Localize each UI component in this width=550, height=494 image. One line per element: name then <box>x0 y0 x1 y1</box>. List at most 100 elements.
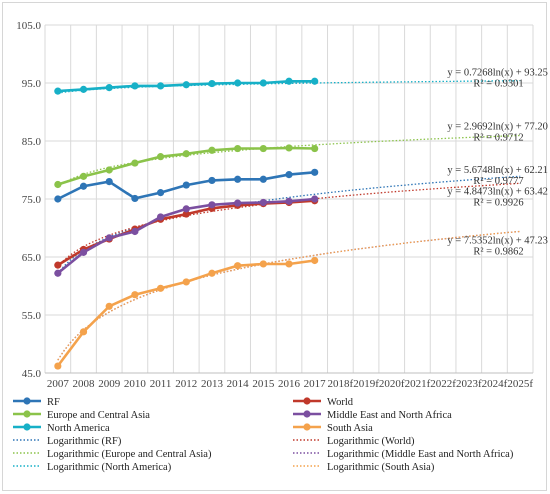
data-point <box>54 362 62 370</box>
trend-r-squared: R² = 0.9301 <box>473 78 523 89</box>
data-point <box>156 284 165 292</box>
data-point <box>234 199 242 207</box>
legend-item: World <box>293 397 354 408</box>
data-point <box>285 171 293 179</box>
x-tick-label: 2013 <box>201 378 224 390</box>
data-point <box>131 291 139 299</box>
data-point <box>259 198 267 207</box>
data-point <box>79 328 88 336</box>
legend-label: RF <box>47 397 60 408</box>
trendline <box>57 134 521 187</box>
data-point <box>182 181 190 189</box>
data-point <box>285 77 293 85</box>
trendline <box>57 230 521 361</box>
data-point <box>182 205 190 213</box>
y-tick-label: 45.0 <box>22 368 42 380</box>
data-point <box>234 144 242 153</box>
data-point <box>234 262 242 270</box>
data-point <box>208 201 216 209</box>
data-point <box>79 182 88 190</box>
data-point <box>311 77 319 85</box>
trend-equation: y = 0.7268ln(x) + 93.254 <box>447 67 548 78</box>
x-tick-label: 2020f <box>379 378 405 390</box>
data-point <box>156 213 165 221</box>
legend-marker <box>303 397 311 405</box>
trend-r-squared: R² = 0.9777 <box>473 176 523 187</box>
x-tick-label: 2014 <box>227 378 250 390</box>
trend-equation: y = 2.9692ln(x) + 77.202 <box>447 121 548 132</box>
legend-label: Logarithmic (South Asia) <box>327 462 435 473</box>
data-point <box>156 153 165 161</box>
data-point <box>208 79 216 88</box>
legend-item: Logarithmic (South Asia) <box>293 462 435 473</box>
data-point <box>259 175 267 183</box>
legend-label: North America <box>47 423 110 434</box>
data-point <box>208 146 216 154</box>
data-point <box>105 84 113 92</box>
series <box>54 77 319 95</box>
x-tick-label: 2021f <box>405 378 431 390</box>
legend-marker <box>303 423 311 431</box>
series <box>54 256 319 370</box>
data-point <box>259 260 267 268</box>
legend-item: Logarithmic (RF) <box>13 436 122 447</box>
legend-marker <box>23 397 31 405</box>
series <box>54 195 319 277</box>
trend-equation: y = 7.5352ln(x) + 47.23 <box>447 236 548 247</box>
data-point <box>182 210 190 218</box>
y-tick-label: 55.0 <box>22 310 42 322</box>
data-point <box>54 261 62 269</box>
legend-item: Middle East and North Africa <box>293 410 452 421</box>
data-point <box>182 150 190 158</box>
trend-equation: y = 5.6748ln(x) + 62.211 <box>447 165 548 176</box>
legend-label: Logarithmic (Middle East and North Afric… <box>327 449 514 460</box>
data-point <box>285 260 293 268</box>
x-tick-label: 2012 <box>175 378 197 390</box>
legend-label: Logarithmic (North America) <box>47 462 172 473</box>
x-tick-label: 2022f <box>430 378 456 390</box>
y-tick-label: 75.0 <box>22 194 42 206</box>
legend-label: Logarithmic (RF) <box>47 436 122 447</box>
legend-label: World <box>327 397 354 408</box>
data-point <box>54 269 62 277</box>
series <box>54 168 319 203</box>
data-point <box>311 144 319 153</box>
x-axis: 2007 2008 2009 2010 2011 2012 2013 2014 2015 2016… <box>47 378 533 390</box>
x-tick-label: 2011 <box>150 378 172 390</box>
y-tick-label: 65.0 <box>22 252 42 264</box>
legend-item: South Asia <box>293 423 373 434</box>
data-point <box>131 227 139 236</box>
data-point <box>54 87 62 95</box>
trend-r-squared: R² = 0.9862 <box>473 247 523 258</box>
data-point <box>131 159 139 167</box>
data-point <box>234 79 242 87</box>
legend-marker <box>23 423 31 431</box>
legend-item: Logarithmic (World) <box>293 436 415 447</box>
trend-r-squared: R² = 0.9926 <box>473 197 523 208</box>
legend-item: Logarithmic (Middle East and North Afric… <box>293 449 514 460</box>
x-tick-label: 2008 <box>73 378 96 390</box>
legend-label: Europe and Central Asia <box>47 410 150 421</box>
series-lines <box>54 77 319 370</box>
data-point <box>182 81 190 89</box>
data-point <box>156 189 165 197</box>
data-point <box>105 166 113 174</box>
legend-label: Middle East and North Africa <box>327 410 452 421</box>
legend: RF World Europe and Central Asia Middle Eas… <box>13 397 514 473</box>
data-point <box>79 248 88 256</box>
data-point <box>105 302 113 310</box>
data-point <box>311 256 319 265</box>
data-point <box>285 197 293 205</box>
y-tick-label: 85.0 <box>22 136 42 148</box>
trendline <box>57 175 521 274</box>
legend-label: South Asia <box>327 423 373 434</box>
x-tick-label: 2007 <box>47 378 70 390</box>
trendline <box>57 230 521 361</box>
trend-r-squared: R² = 0.9712 <box>473 132 523 143</box>
data-point <box>79 85 88 93</box>
data-point <box>54 195 62 203</box>
x-tick-label: 2010 <box>124 378 147 390</box>
x-tick-label: 2015 <box>252 378 275 390</box>
